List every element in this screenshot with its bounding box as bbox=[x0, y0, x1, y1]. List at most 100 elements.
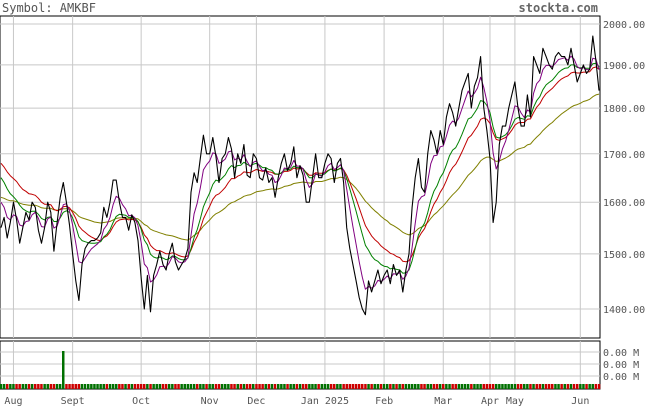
volume-bar bbox=[217, 384, 221, 389]
volume-bar bbox=[34, 384, 37, 389]
volume-bar bbox=[158, 384, 162, 389]
volume-bar bbox=[40, 384, 43, 389]
volume-bar bbox=[233, 384, 236, 389]
price-tick-label: 1700.00 bbox=[603, 150, 645, 161]
volume-bar bbox=[414, 384, 417, 389]
volume-bar bbox=[442, 384, 445, 389]
volume-bar bbox=[283, 384, 286, 389]
volume-bar bbox=[177, 384, 180, 389]
volume-bar bbox=[305, 384, 308, 389]
volume-bar bbox=[314, 384, 317, 389]
volume-bar bbox=[174, 384, 177, 389]
volume-bar bbox=[192, 384, 196, 389]
volume-bar bbox=[301, 384, 305, 389]
series-line bbox=[0, 35, 600, 316]
volume-bar bbox=[43, 384, 46, 389]
price-tick-label: 1500.00 bbox=[603, 250, 645, 261]
volume-bar bbox=[357, 384, 361, 389]
date-tick-label: Sept bbox=[61, 396, 85, 406]
date-tick-label: Dec bbox=[247, 396, 265, 406]
volume-bar bbox=[376, 384, 380, 389]
volume-bar bbox=[196, 384, 199, 389]
volume-bar bbox=[133, 384, 137, 389]
volume-bar bbox=[152, 384, 155, 389]
volume-bar bbox=[80, 384, 84, 389]
date-tick-label: Jan 2025 bbox=[301, 396, 349, 406]
volume-bar bbox=[535, 384, 538, 389]
volume-bar bbox=[58, 384, 62, 389]
price-axis: 1400.00 1500.00 1600.00 1700.00 1800.00 1900.… bbox=[603, 20, 645, 316]
volume-bar bbox=[83, 384, 87, 389]
date-tick-label: Aug bbox=[4, 396, 22, 406]
volume-bar bbox=[236, 384, 239, 389]
volume-bar bbox=[161, 384, 165, 389]
volume-bar bbox=[298, 384, 302, 389]
volume-bar bbox=[90, 384, 93, 389]
volume-bar bbox=[454, 384, 457, 389]
volume-bar bbox=[46, 384, 49, 389]
volume-bar bbox=[108, 384, 112, 389]
volume-bar bbox=[482, 384, 485, 389]
volume-bar bbox=[591, 384, 594, 389]
volume-bar bbox=[270, 384, 274, 389]
volume-bar bbox=[544, 384, 548, 389]
volume-bar bbox=[255, 384, 258, 389]
volume-bar bbox=[519, 384, 523, 389]
volume-bar bbox=[164, 384, 168, 389]
volume-bar bbox=[21, 384, 25, 389]
volume-bar bbox=[426, 384, 429, 389]
volume-bar bbox=[2, 384, 6, 389]
volume-bar bbox=[186, 384, 190, 389]
volume-bar bbox=[395, 384, 398, 389]
volume-bar bbox=[507, 384, 510, 389]
volume-bar bbox=[516, 384, 520, 389]
volume-bar bbox=[333, 384, 336, 389]
volume-grid bbox=[0, 351, 600, 377]
volume-bar bbox=[242, 384, 246, 389]
volume-bar bbox=[127, 384, 130, 389]
volume-bar bbox=[554, 384, 557, 389]
volume-bar bbox=[102, 384, 105, 389]
price-tick-label: 1400.00 bbox=[603, 305, 645, 316]
volume-bar bbox=[354, 384, 358, 389]
volume-bar bbox=[538, 384, 542, 389]
volume-bar bbox=[0, 384, 3, 389]
volume-bar bbox=[295, 384, 299, 389]
volume-bar bbox=[420, 384, 423, 389]
price-tick-label: 2000.00 bbox=[603, 20, 645, 31]
volume-bar bbox=[523, 384, 526, 389]
volume-bar bbox=[224, 384, 227, 389]
volume-bar bbox=[323, 384, 327, 389]
volume-bar bbox=[189, 384, 193, 389]
volume-bar bbox=[227, 384, 230, 389]
volume-bar bbox=[407, 384, 411, 389]
volume-bar bbox=[239, 384, 243, 389]
volume-bar bbox=[87, 384, 90, 389]
volume-bar bbox=[457, 384, 461, 389]
volume-bar bbox=[277, 384, 280, 389]
volume-bar bbox=[71, 384, 74, 389]
volume-bar bbox=[361, 384, 364, 389]
volume-bar bbox=[410, 384, 414, 389]
volume-bar bbox=[438, 384, 442, 389]
volume-bar bbox=[476, 384, 479, 389]
volume-bar bbox=[423, 384, 426, 389]
volume-bar bbox=[252, 384, 255, 389]
price-panel bbox=[0, 15, 601, 339]
volume-bar bbox=[572, 384, 576, 389]
volume-bar bbox=[208, 384, 211, 389]
volume-bar bbox=[18, 384, 21, 389]
volume-bar bbox=[199, 384, 202, 389]
volume-bar bbox=[392, 384, 395, 389]
volume-bar bbox=[136, 384, 140, 389]
volume-bar bbox=[139, 384, 143, 389]
volume-bar bbox=[510, 384, 513, 389]
volume-bar bbox=[9, 384, 12, 389]
volume-bar bbox=[124, 384, 127, 389]
volume-bar bbox=[597, 384, 601, 389]
volume-bar bbox=[214, 384, 218, 389]
volume-bar bbox=[289, 384, 292, 389]
date-tick-label: Apr bbox=[481, 396, 499, 406]
site-label[interactable]: stockta.com bbox=[519, 1, 598, 15]
volume-bar bbox=[370, 384, 373, 389]
